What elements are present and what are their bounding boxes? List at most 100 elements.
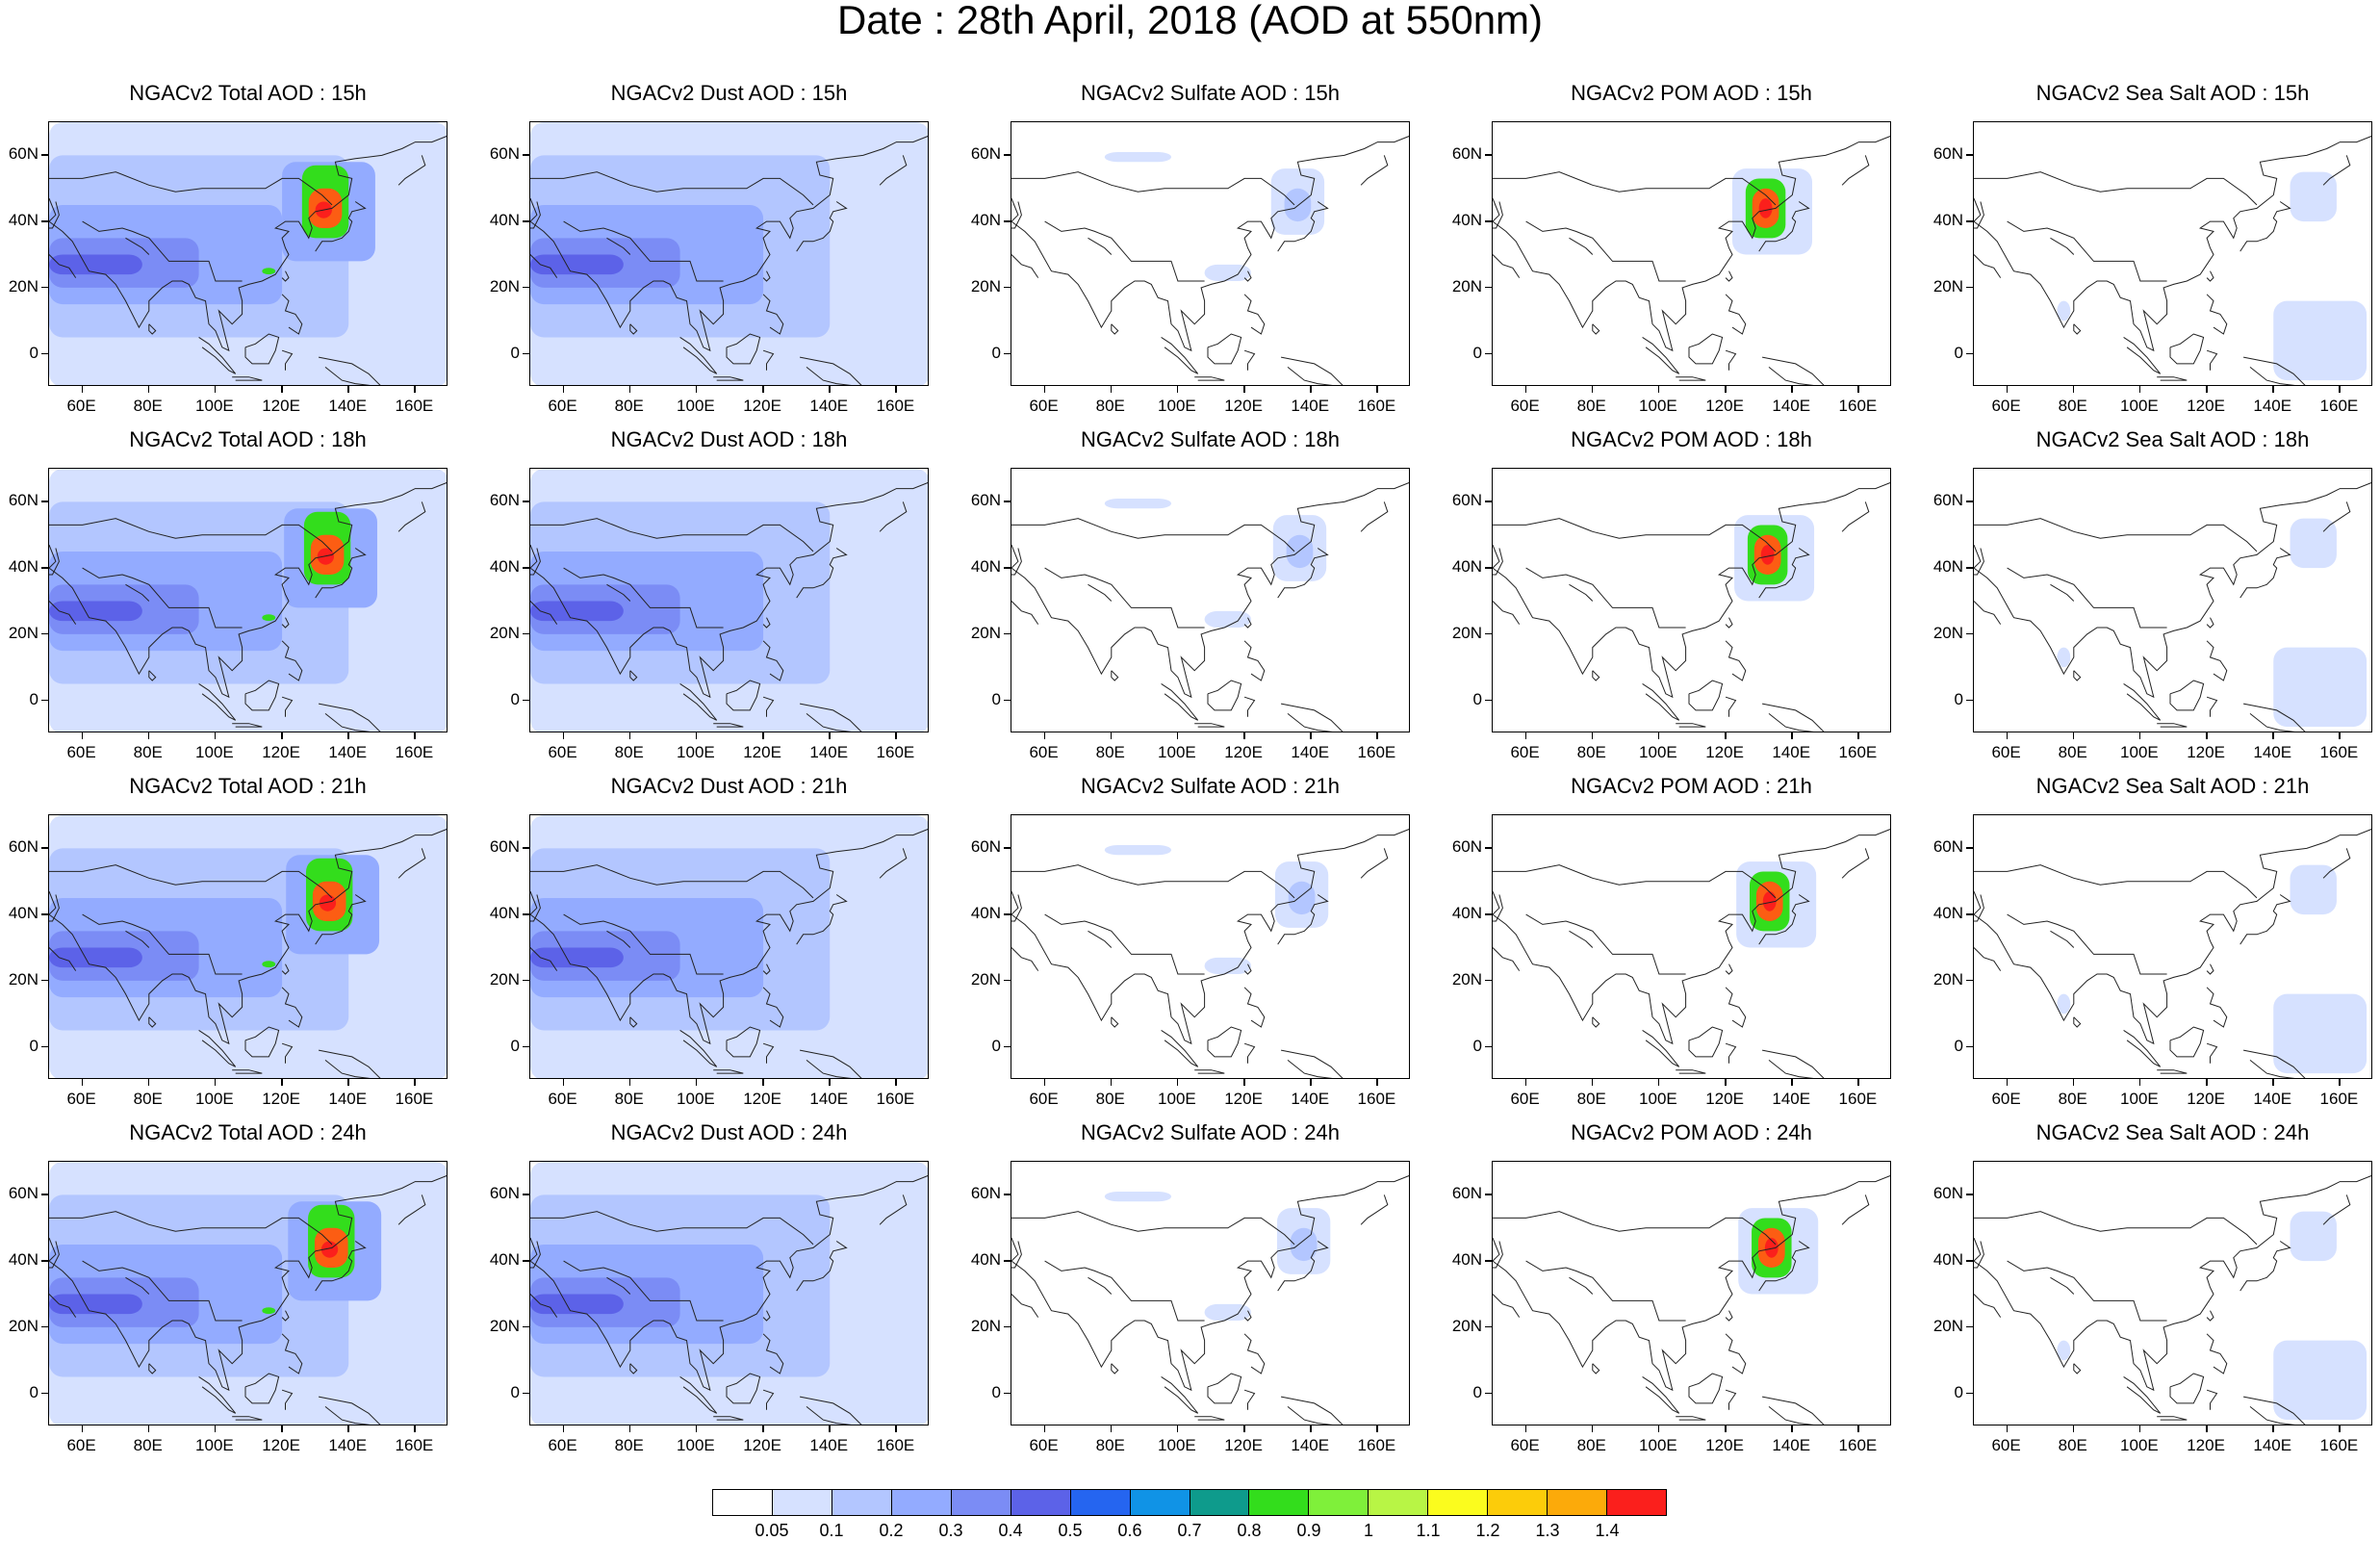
coastline [49, 601, 77, 625]
coastline [1088, 1276, 1113, 1295]
coastline [2206, 1042, 2218, 1064]
lat-tick [523, 567, 529, 569]
lon-label: 100E [677, 1090, 715, 1108]
lat-tick [1004, 154, 1011, 156]
coastline [629, 1016, 638, 1028]
coastline [2169, 333, 2205, 365]
aod-field [49, 122, 447, 385]
lon-label: 140E [1772, 1090, 1811, 1108]
aod-region [1104, 151, 1171, 163]
coastline [796, 894, 848, 945]
lon-label: 120E [1224, 397, 1263, 415]
lat-tick [1966, 1194, 1973, 1195]
coastline [1243, 640, 1266, 681]
map-panel: NGACv2 Sulfate AOD : 21h 60N 40N 20N 0 60E 80E… [971, 774, 1410, 1108]
lon-label: 160E [1838, 743, 1878, 761]
lon-label: 140E [328, 397, 368, 415]
coastline [762, 640, 784, 681]
aod-region [262, 614, 276, 622]
lat-tick [1966, 1325, 1973, 1328]
lon-label: 140E [1772, 397, 1811, 415]
coastline [281, 963, 290, 975]
coastline [2206, 987, 2228, 1028]
lon-tick [1310, 1079, 1312, 1086]
colorbar-swatch [832, 1490, 892, 1515]
lat-label: 40N [8, 211, 38, 230]
lat-label: 60N [970, 1184, 1001, 1203]
coastline [148, 670, 157, 681]
coastline [1207, 1026, 1242, 1058]
lon-label: 120E [1705, 743, 1744, 761]
map-area [1492, 814, 1891, 1079]
lat-label: 60N [1932, 491, 1963, 510]
aod-field [530, 469, 928, 732]
lat-tick [1966, 699, 1973, 702]
map-area [1492, 1161, 1891, 1425]
lon-tick [562, 1079, 565, 1086]
lon-tick [562, 732, 565, 739]
lon-tick [2006, 386, 2009, 393]
coastline [2239, 548, 2291, 599]
lon-label: 100E [2120, 1436, 2159, 1454]
map-panel: NGACv2 Sea Salt AOD : 18h 60N 40N 20N 0 60E 80… [1933, 427, 2372, 761]
aod-field [530, 815, 928, 1078]
lat-label: 0 [991, 1382, 1001, 1401]
lon-tick [1857, 386, 1859, 393]
lon-label: 120E [1224, 743, 1263, 761]
coastline [1725, 640, 1747, 681]
coastline [281, 1310, 290, 1322]
lon-label: 120E [1705, 1090, 1744, 1108]
lat-tick [1004, 632, 1011, 635]
map-area [529, 1161, 929, 1425]
lat-label: 0 [1472, 689, 1482, 708]
lon-tick [695, 386, 698, 393]
panel-title: NGACv2 Sea Salt AOD : 18h [2035, 427, 2310, 451]
lat-tick [1966, 286, 1973, 289]
panel-title: NGACv2 Sea Salt AOD : 21h [2035, 774, 2310, 798]
lon-label: 80E [2058, 1436, 2087, 1454]
lon-tick [1725, 1425, 1727, 1432]
lon-tick [2006, 1079, 2009, 1086]
lat-tick [41, 913, 48, 915]
panel-title: NGACv2 Sea Salt AOD : 24h [2035, 1120, 2310, 1144]
map-area [1011, 468, 1410, 732]
lat-label: 20N [1451, 969, 1482, 989]
coastline [1088, 583, 1113, 602]
lon-label: 80E [133, 743, 163, 761]
coastline [1725, 1389, 1737, 1410]
coastline [1525, 1260, 1686, 1322]
coastline [1277, 201, 1329, 252]
coastline [244, 1026, 280, 1058]
lon-tick [2206, 1079, 2208, 1086]
lat-tick [1485, 1325, 1492, 1328]
lat-tick [523, 913, 529, 915]
panel-title: NGACv2 POM AOD : 21h [1571, 774, 1812, 798]
lat-tick [41, 567, 48, 569]
coastline [1642, 1029, 1680, 1067]
coastline [2243, 703, 2306, 732]
panel-title: NGACv2 Sulfate AOD : 18h [1080, 427, 1341, 451]
lat-tick [41, 699, 48, 702]
coastline [2157, 723, 2188, 728]
lon-tick [2072, 1079, 2075, 1086]
coastline [1207, 333, 1242, 365]
lon-label: 120E [1705, 397, 1744, 415]
coastline [281, 270, 290, 282]
coastline [1044, 1260, 1205, 1322]
lat-tick [1004, 220, 1011, 222]
coastline [319, 1049, 381, 1078]
lon-label: 60E [1991, 1436, 2021, 1454]
lon-label: 160E [2319, 1436, 2359, 1454]
coastline [319, 1396, 381, 1425]
lon-tick [2339, 1079, 2341, 1086]
lon-label: 120E [743, 743, 781, 761]
coastline [530, 1294, 558, 1318]
coastline [606, 1276, 631, 1295]
coastline [315, 894, 367, 945]
map-panel: NGACv2 Sulfate AOD : 24h 60N 40N 20N 0 60E 80E… [971, 1120, 1410, 1454]
aod-region [1204, 957, 1251, 974]
coastline [1974, 1175, 2371, 1392]
lon-label: 80E [1576, 1436, 1606, 1454]
lon-tick [2072, 386, 2075, 393]
map-area [1492, 468, 1891, 732]
